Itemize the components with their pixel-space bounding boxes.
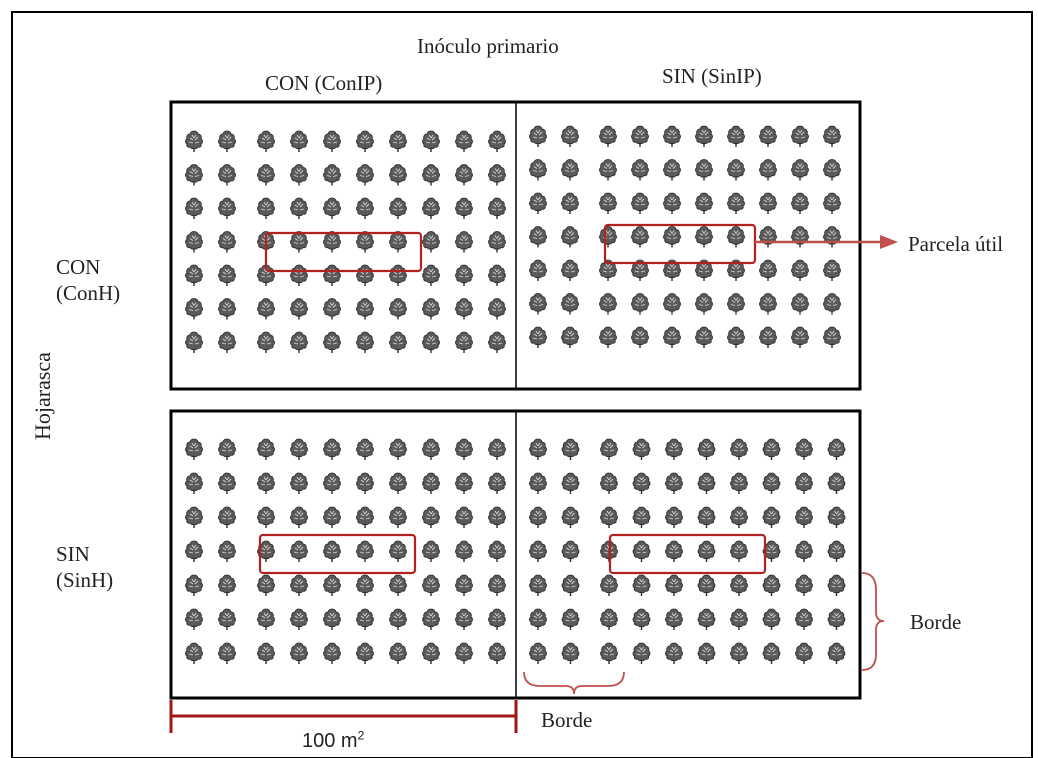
border-label-bottom: Borde <box>541 708 593 732</box>
row-label-sin-line1: SIN <box>56 542 90 566</box>
row-label-con-line1: CON <box>56 255 101 279</box>
border-brace-bottom <box>523 671 625 695</box>
scale-label-exponent: 2 <box>357 728 365 743</box>
column-factor-title: Inóculo primario <box>417 34 559 58</box>
border-brace-right <box>861 572 885 671</box>
useful-plot-highlight-2 <box>603 223 757 265</box>
useful-plot-highlight-1 <box>264 231 423 273</box>
row-factor-title: Hojarasca <box>30 352 55 440</box>
row-label-sin-line2: (SinH) <box>56 568 114 593</box>
column-label-con: CON (ConIP) <box>265 71 383 95</box>
row-label-con-line2: (ConH) <box>56 281 121 306</box>
scale-label: 100 m2 <box>302 729 364 754</box>
useful-plot-highlight-3 <box>258 533 417 575</box>
scale-label-value: 100 m <box>302 730 358 752</box>
useful-plot-arrow-head <box>880 235 898 249</box>
border-label-right: Borde <box>910 610 962 634</box>
useful-plot-label: Parcela útil <box>908 232 1004 256</box>
row-label-con: CON (ConH) <box>56 254 120 307</box>
figure-border <box>11 11 1033 758</box>
useful-plot-highlight-4 <box>608 533 767 575</box>
row-label-sin: SIN (SinH) <box>56 541 113 594</box>
column-label-sin: SIN (SinIP) <box>662 64 762 88</box>
